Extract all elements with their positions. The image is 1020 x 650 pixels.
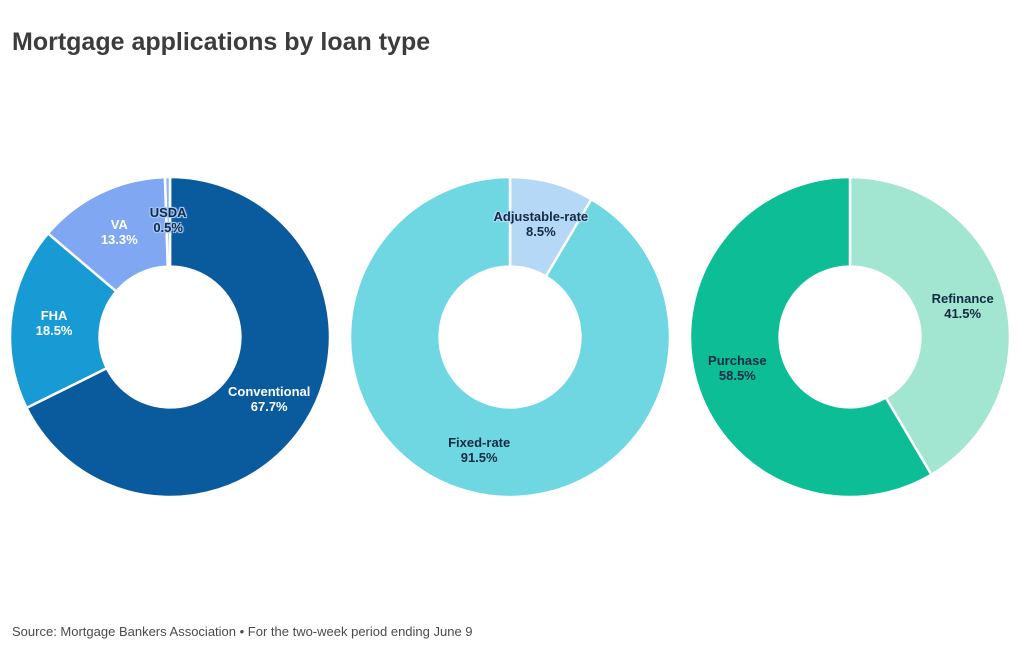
donut-svg-loan-purpose	[688, 175, 1012, 499]
slice-purchase[interactable]	[688, 175, 933, 499]
slice-conventional[interactable]	[25, 175, 332, 499]
source-note: Source: Mortgage Bankers Association • F…	[12, 624, 473, 639]
slice-fha[interactable]	[8, 232, 118, 410]
slice-refinance[interactable]	[848, 175, 1012, 476]
slice-fixed-rate[interactable]	[348, 175, 672, 499]
donut-chart-rate-type: Adjustable-rate 8.5% Fixed-rate 91.5%	[348, 175, 672, 499]
donut-svg-loan-type	[8, 175, 332, 499]
page-title: Mortgage applications by loan type	[12, 28, 431, 56]
slice-usda[interactable]	[163, 175, 172, 268]
donut-svg-rate-type	[348, 175, 672, 499]
donut-chart-loan-purpose: Refinance 41.5% Purchase 58.5%	[688, 175, 1012, 499]
donut-chart-loan-type: Conventional 67.7% FHA 18.5% VA 13.3% USDA 0.5%	[8, 175, 332, 499]
